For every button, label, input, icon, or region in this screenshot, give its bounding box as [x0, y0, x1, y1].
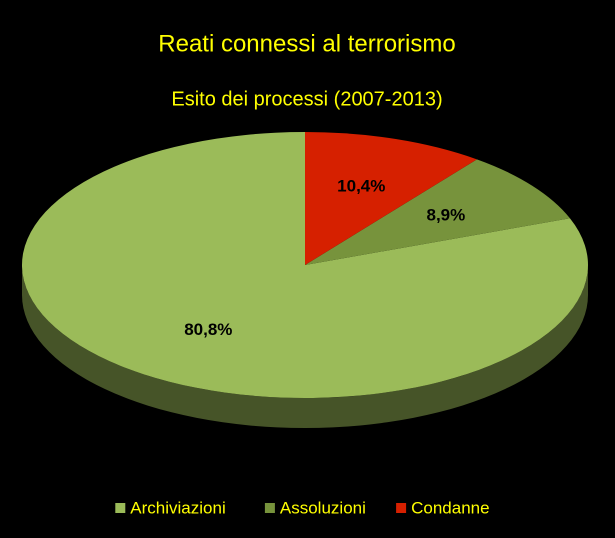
- pie-slice: [305, 159, 570, 265]
- legend-label: Archiviazioni: [130, 498, 225, 517]
- legend-swatch: [396, 503, 407, 513]
- data-label: 80,8%: [184, 320, 232, 339]
- legend-swatch: [115, 503, 126, 513]
- pie-slice: [305, 132, 477, 265]
- chart-title: Reati connessi al terrorismo: [158, 30, 455, 57]
- legend-label: Assoluzioni: [280, 498, 366, 517]
- pie-slice-side: [22, 265, 588, 428]
- legend-label: Condanne: [411, 498, 489, 517]
- data-label: 10,4%: [337, 176, 385, 195]
- data-label: 8,9%: [426, 205, 465, 224]
- chart-subtitle: Esito dei processi (2007-2013): [171, 88, 442, 110]
- legend-swatch: [264, 503, 275, 513]
